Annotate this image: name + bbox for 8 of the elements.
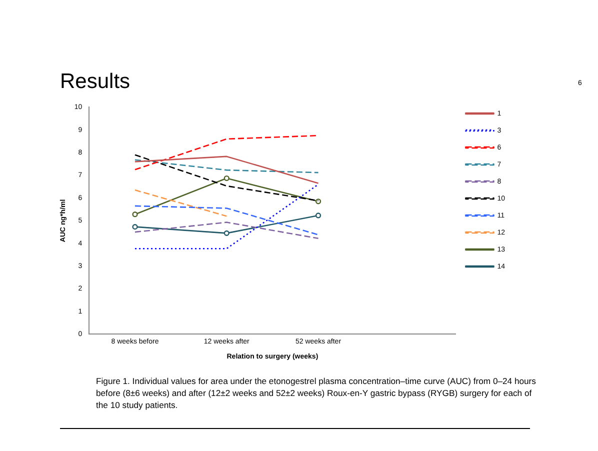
point bbox=[224, 230, 230, 236]
caption: Figure 1. Individual values for area under the etonogestrel plasma concentration–time curve (AUC) from 0–24 hours before (8±6 weeks) and after (12±2 weeks and 52±2 weeks) Roux-en-Y gastric bypass (RYGB) surgery for each of the 10 study patients. bbox=[96, 375, 536, 411]
point bbox=[315, 212, 322, 218]
chart-title: Results bbox=[60, 70, 130, 94]
point bbox=[224, 175, 230, 182]
point bbox=[132, 224, 138, 230]
point bbox=[132, 212, 138, 218]
point bbox=[315, 198, 322, 204]
